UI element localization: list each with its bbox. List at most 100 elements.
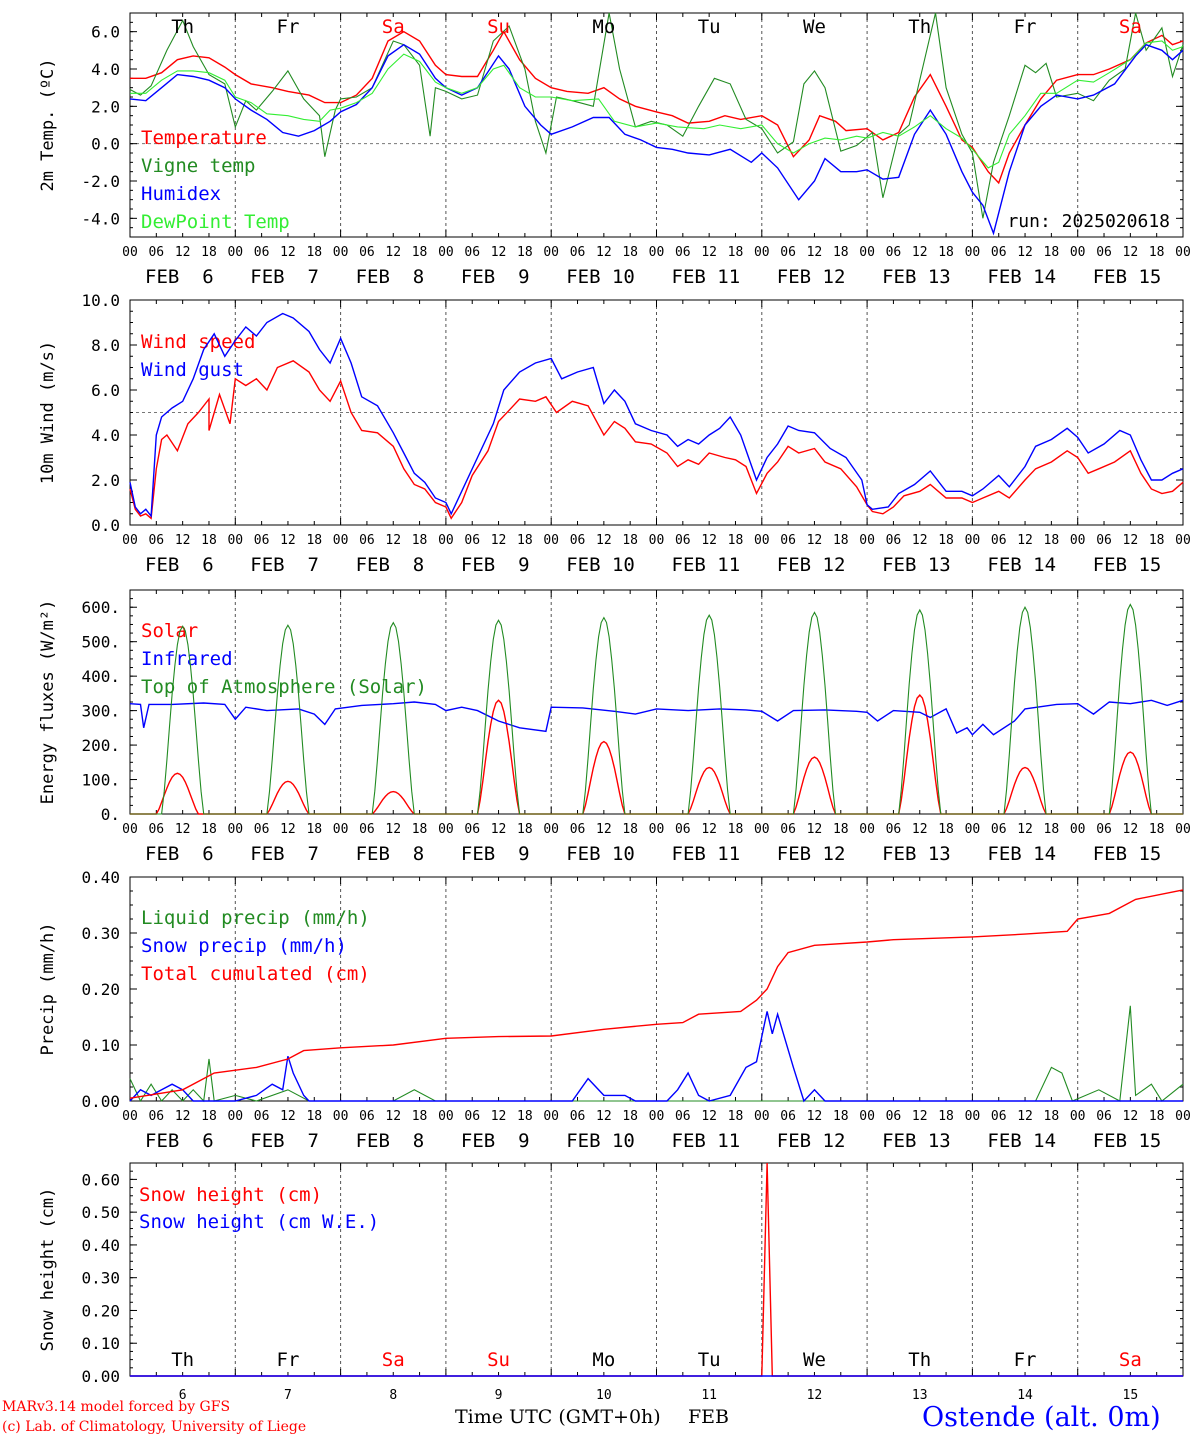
- date-label: FEB 9: [461, 554, 530, 576]
- legend-entry: Vigne temp: [141, 155, 255, 177]
- y-tick-label: 100.: [81, 771, 120, 790]
- panel-3: 0. 100. 200. 300. 400. 500. 600. Energy fluxes …: [38, 589, 1191, 865]
- x-hour-label: 06: [464, 1109, 480, 1124]
- x-hour-label: 18: [728, 1109, 744, 1124]
- x-hour-label: 06: [886, 245, 902, 260]
- x-hour-label: 00: [965, 533, 981, 548]
- day-of-week-label: We: [803, 16, 826, 38]
- x-hour-label: 18: [1044, 533, 1060, 548]
- x-hour-label: 06: [991, 1109, 1007, 1124]
- date-label: FEB 7: [250, 266, 319, 288]
- x-hour-label: 00: [122, 245, 138, 260]
- day-number-label: 12: [807, 1388, 823, 1403]
- x-hour-label: 06: [675, 245, 691, 260]
- x-hour-label: 00: [227, 245, 243, 260]
- x-hour-label: 06: [148, 245, 164, 260]
- x-hour-label: 06: [359, 1109, 375, 1124]
- x-hour-label: 12: [491, 245, 507, 260]
- xaxis-title: Time UTC (GMT+0h): [455, 1406, 661, 1428]
- x-hour-label: 06: [1096, 1109, 1112, 1124]
- date-label: FEB 12: [777, 843, 846, 865]
- date-label: FEB 8: [356, 843, 425, 865]
- plot-frame: [129, 589, 1184, 815]
- day-of-week-label: Sa: [382, 16, 405, 38]
- panel-5: 0.00 0.10 0.20 0.30 0.40 0.50 0.60 Snow height …: [38, 1162, 1184, 1403]
- date-label: FEB 8: [356, 554, 425, 576]
- x-hour-label: 00: [1175, 822, 1191, 837]
- x-hour-label: 18: [1044, 1109, 1060, 1124]
- x-hour-label: 18: [833, 533, 849, 548]
- date-label: FEB 8: [356, 266, 425, 288]
- y-tick-label: 300.: [81, 702, 120, 721]
- x-hour-label: 12: [1017, 533, 1033, 548]
- date-label: FEB 14: [987, 843, 1056, 865]
- x-hour-label: 00: [543, 1109, 559, 1124]
- series-line-snow-precip-mm-h: [129, 1011, 1183, 1103]
- series-line-wind-speed: [129, 360, 1184, 520]
- x-hour-label: 00: [333, 533, 349, 548]
- x-hour-label: 18: [1044, 245, 1060, 260]
- y-tick-label: 0.50: [81, 1203, 120, 1222]
- x-hour-label: 06: [675, 822, 691, 837]
- x-hour-label: 00: [649, 533, 665, 548]
- station-name: Ostende (alt. 0m): [922, 1402, 1161, 1433]
- y-tick-label: 4.0: [91, 60, 120, 79]
- day-number-label: 6: [179, 1388, 187, 1403]
- x-hour-label: 12: [491, 1109, 507, 1124]
- day-of-week-label: Su: [487, 16, 510, 38]
- day-of-week-label: Fr: [277, 16, 300, 38]
- date-label: FEB 7: [250, 1130, 319, 1152]
- x-hour-label: 12: [807, 533, 823, 548]
- y-tick-label: 500.: [81, 633, 120, 652]
- date-label: FEB 13: [882, 554, 951, 576]
- date-label: FEB 12: [777, 554, 846, 576]
- y-tick-label: 200.: [81, 736, 120, 755]
- date-label: FEB 6: [145, 554, 214, 576]
- x-hour-label: 18: [1149, 245, 1165, 260]
- day-of-week-label: Mo: [592, 1349, 615, 1371]
- date-label: FEB 6: [145, 1130, 214, 1152]
- date-label: FEB 9: [461, 843, 530, 865]
- x-hour-label: 00: [543, 245, 559, 260]
- date-label: FEB 7: [250, 554, 319, 576]
- date-label: FEB 9: [461, 266, 530, 288]
- x-hour-label: 18: [517, 822, 533, 837]
- x-hour-label: 06: [780, 533, 796, 548]
- x-hour-label: 00: [333, 245, 349, 260]
- legend-entry: Humidex: [141, 183, 221, 205]
- panel-1: -4.0 -2.0 0.0 2.0 4.0 6.0 2m Temp. (ºC) Tempera…: [38, 12, 1191, 288]
- x-hour-label: 18: [1044, 822, 1060, 837]
- x-hour-label: 06: [570, 822, 586, 837]
- y-tick-label: 2.0: [91, 471, 120, 490]
- day-number-label: 13: [912, 1388, 928, 1403]
- series-line-vigne-temp: [129, 12, 1184, 219]
- x-hour-label: 18: [517, 1109, 533, 1124]
- date-label: FEB 10: [566, 843, 635, 865]
- x-hour-label: 18: [412, 533, 428, 548]
- day-of-week-label: We: [803, 1349, 826, 1371]
- day-of-week-label: Sa: [1119, 1349, 1142, 1371]
- x-hour-label: 00: [859, 245, 875, 260]
- x-hour-label: 12: [280, 1109, 296, 1124]
- panel-4: 0.00 0.10 0.20 0.30 0.40 Precip (mm/h) Liquid …: [38, 868, 1191, 1152]
- series-line-infrared: [129, 699, 1184, 736]
- x-hour-label: 00: [754, 1109, 770, 1124]
- date-label: FEB 9: [461, 1130, 530, 1152]
- x-hour-label: 06: [780, 1109, 796, 1124]
- x-hour-label: 00: [649, 1109, 665, 1124]
- y-axis-label: Snow height (cm): [38, 1188, 58, 1352]
- y-tick-label: 8.0: [91, 336, 120, 355]
- credit-line-2: (c) Lab. of Climatology, University of L…: [2, 1419, 307, 1435]
- x-hour-label: 12: [1123, 533, 1139, 548]
- x-hour-label: 12: [1123, 245, 1139, 260]
- y-tick-label: 0.30: [81, 1269, 120, 1288]
- x-hour-label: 00: [438, 1109, 454, 1124]
- x-hour-label: 06: [464, 245, 480, 260]
- day-of-week-label: Th: [908, 16, 931, 38]
- legend-entry: Snow height (cm): [139, 1184, 322, 1206]
- x-hour-label: 12: [175, 533, 191, 548]
- x-hour-label: 00: [1070, 533, 1086, 548]
- x-hour-label: 18: [306, 1109, 322, 1124]
- legend-entry: Snow precip (mm/h): [141, 935, 347, 957]
- date-label: FEB 8: [356, 1130, 425, 1152]
